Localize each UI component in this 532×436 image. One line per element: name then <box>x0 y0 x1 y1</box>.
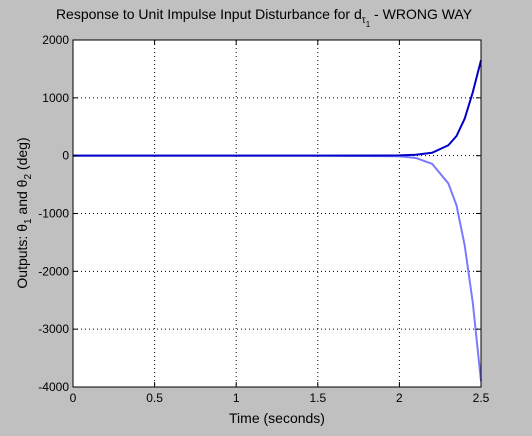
x-tick-label: 1.5 <box>309 391 326 405</box>
ylabel-prefix: Outputs: θ <box>14 224 30 289</box>
x-axis-ticks: 0 0.5 1 1.5 2 2.5 <box>70 40 490 405</box>
x-tick-label: 0 <box>70 391 77 405</box>
series-line-1 <box>73 59 482 157</box>
y-tick-label: -1000 <box>38 207 69 221</box>
y-tick-label: -3000 <box>38 322 69 336</box>
y-axis-ticks: -4000 -3000 -2000 -1000 0 1000 2000 <box>38 33 481 394</box>
y-tick-label: -4000 <box>38 380 69 394</box>
x-axis-label: Time (seconds) <box>229 410 325 426</box>
x-tick-label: 2.5 <box>473 391 490 405</box>
y-axis-label: Outputs: θ1 and θ2 (deg) <box>14 137 34 288</box>
x-tick-label: 0.5 <box>146 391 163 405</box>
title-sub-tau: τ <box>362 15 366 26</box>
x-tick-label: 1 <box>233 391 240 405</box>
series-lines <box>73 59 482 382</box>
title-sub-one: 1 <box>366 20 371 29</box>
y-tick-label: -2000 <box>38 264 69 278</box>
title-main: Response to Unit Impulse Input Disturban… <box>56 6 362 22</box>
title-suffix: - WRONG WAY <box>370 6 473 22</box>
chart-title: Response to Unit Impulse Input Disturban… <box>56 6 473 29</box>
x-tick-label: 2 <box>396 391 403 405</box>
ylabel-sub2: 2 <box>23 174 34 180</box>
ylabel-sub1: 1 <box>23 218 34 224</box>
y-tick-label: 1000 <box>42 91 69 105</box>
ylabel-suffix: (deg) <box>14 137 30 174</box>
y-tick-label: 0 <box>62 149 69 163</box>
ylabel-middle: and θ <box>14 179 30 218</box>
y-tick-label: 2000 <box>42 33 69 47</box>
